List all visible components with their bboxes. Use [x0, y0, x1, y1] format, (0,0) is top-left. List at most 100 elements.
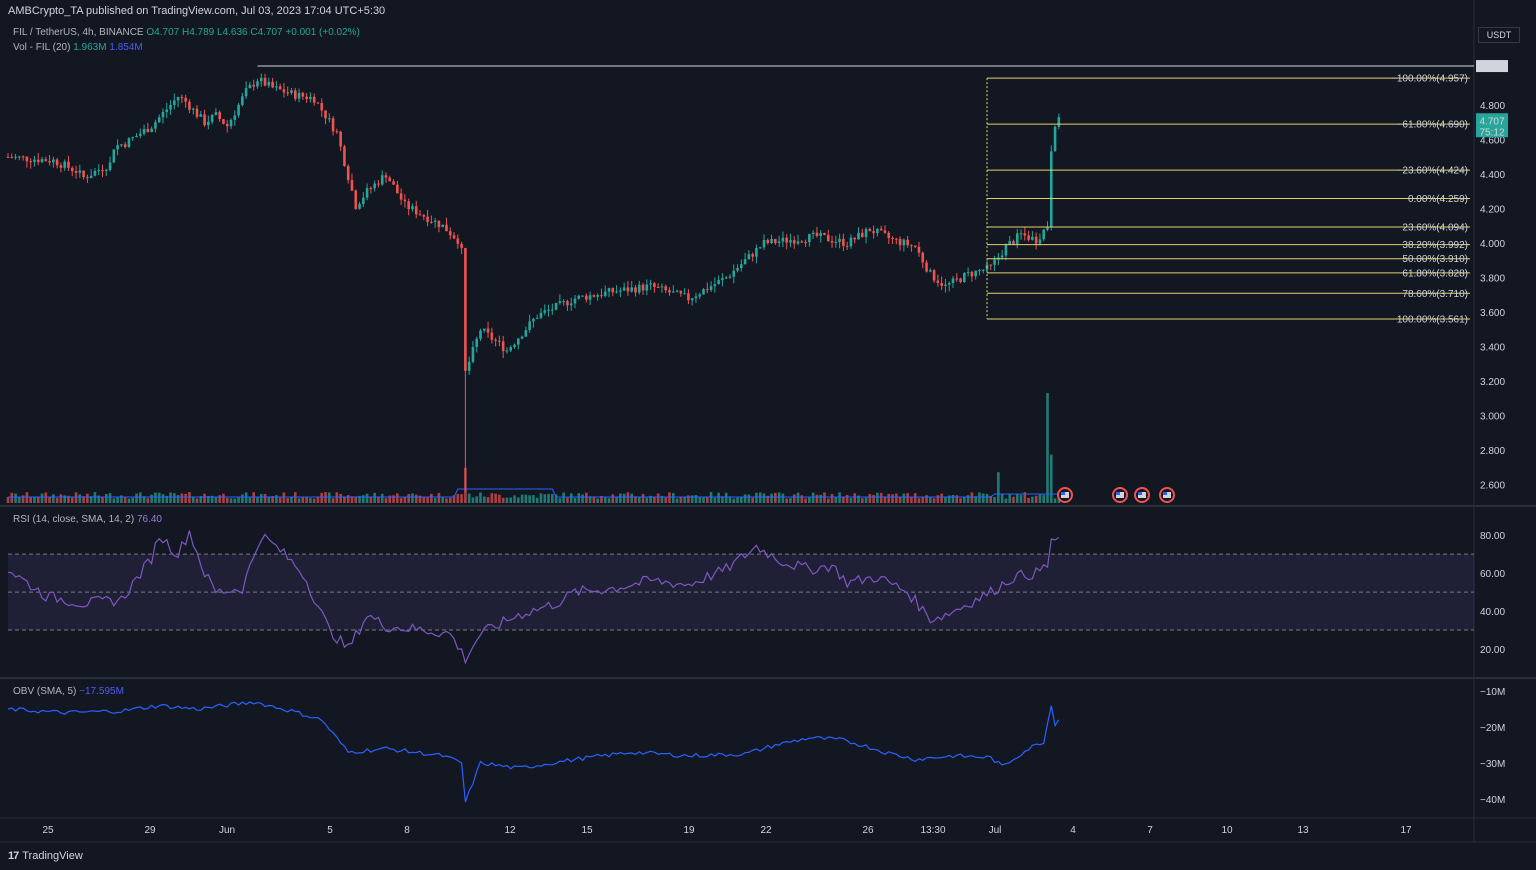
event-markers[interactable] [1057, 487, 1175, 503]
volume-bar [195, 498, 199, 503]
candle-body [637, 284, 641, 293]
volume-ma-value: 1.854M [109, 42, 143, 53]
candle-body [913, 245, 917, 247]
candle-body [169, 104, 172, 110]
volume-bar [259, 493, 263, 503]
candle-body [895, 238, 898, 240]
candle-body [199, 114, 203, 117]
candle-body [297, 92, 301, 99]
volume-bar [929, 497, 932, 503]
volume-bar [237, 497, 240, 503]
volume-bar [872, 494, 875, 503]
volume-bar [630, 493, 633, 503]
candle-body [354, 190, 358, 209]
candle-body [101, 170, 104, 172]
candle-body [430, 221, 433, 223]
fib-label: −23.60%(4.424) [1397, 166, 1468, 177]
time-tick-label: 8 [404, 825, 410, 836]
rsi-tick-label: 20.00 [1480, 645, 1505, 656]
fib-label: −61.80%(4.690) [1397, 120, 1468, 131]
volume-bar [857, 495, 860, 503]
volume-bar [430, 493, 433, 503]
candle-body [203, 114, 206, 126]
candle-body [475, 338, 479, 348]
volume-bar [157, 492, 161, 503]
currency-button[interactable]: USDT [1478, 27, 1520, 43]
volume-bar [93, 492, 97, 503]
flag-canton [1116, 492, 1120, 495]
volume-bar [396, 493, 399, 503]
volume-bar [562, 492, 565, 503]
candle-body [494, 339, 497, 341]
volume-bar [343, 496, 346, 503]
volume-bar [199, 496, 203, 503]
volume-bar [800, 495, 804, 503]
volume-bar [554, 494, 558, 503]
candle-body [309, 96, 312, 100]
volume-bar [690, 495, 694, 503]
candle-body [176, 97, 180, 101]
volume-bar [619, 493, 622, 503]
price-tick-label: 4.400 [1480, 170, 1505, 181]
candle-body [547, 309, 550, 311]
candle-body [543, 310, 547, 313]
candle-body [687, 293, 690, 301]
volume-bar [384, 498, 388, 503]
volume-bar [256, 497, 259, 503]
candle-body [104, 169, 108, 172]
candle-body [615, 291, 618, 293]
candle-body [237, 104, 240, 116]
candle-body [328, 118, 331, 120]
volume-bar [331, 498, 335, 503]
volume-bar [14, 493, 17, 503]
fib-label: 23.60%(4.094) [1402, 223, 1468, 234]
candle-body [528, 321, 531, 331]
volume-bar [180, 493, 184, 503]
volume-bar [67, 495, 70, 503]
volume-bar [891, 494, 894, 503]
candle-body [792, 240, 796, 244]
candle-body [936, 280, 940, 284]
candle-body [781, 237, 785, 242]
candle-body [668, 290, 671, 293]
candle-body [146, 128, 150, 133]
obv-tick-label: −10M [1480, 687, 1505, 698]
volume-bar [1038, 493, 1042, 503]
volume-bar [445, 498, 448, 503]
candle-body [373, 183, 376, 189]
volume-bar [498, 494, 501, 503]
volume-bar [694, 495, 698, 503]
volume-bar [860, 498, 864, 503]
candle-body [120, 144, 123, 146]
volume-bar [842, 497, 845, 503]
candle-body [116, 145, 119, 150]
volume-bar [362, 495, 365, 503]
candle-body [135, 135, 138, 138]
volume-bar [403, 497, 407, 503]
candle-body [29, 161, 32, 163]
volume-bar [895, 493, 898, 503]
volume-bar [706, 497, 709, 503]
volume-bar [392, 495, 395, 503]
candle-body [970, 271, 974, 277]
candle-body [161, 111, 165, 118]
time-tick-label: 29 [144, 825, 156, 836]
candle-body [683, 293, 686, 295]
candle-body [1027, 235, 1030, 240]
candle-body [823, 232, 826, 236]
candle-body [486, 328, 490, 333]
candle-body [1019, 233, 1023, 235]
volume-bar [501, 497, 505, 503]
volume-bar [1015, 493, 1019, 503]
candle-body [86, 177, 89, 179]
volume-bar [116, 497, 119, 503]
time-tick-label: 5 [327, 825, 333, 836]
candle-body [388, 177, 392, 182]
time-tick-label: 15 [581, 825, 593, 836]
volume-bar [709, 492, 713, 503]
volume-bar [853, 493, 857, 503]
volume-bar [717, 492, 720, 503]
candle-body [339, 131, 342, 147]
candle-body [59, 165, 63, 168]
